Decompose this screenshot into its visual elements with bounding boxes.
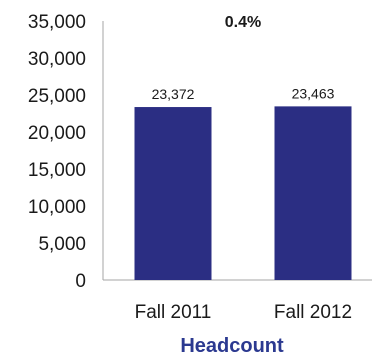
y-tick-label: 5,000 xyxy=(38,234,86,255)
category-labels-group: Fall 2011 Fall 2012 xyxy=(135,302,352,323)
x-category-label: Fall 2012 xyxy=(274,302,352,323)
y-tick-label: 30,000 xyxy=(28,49,86,70)
y-tick-label: 25,000 xyxy=(28,86,86,107)
bar-value-label: 23,463 xyxy=(292,85,335,101)
data-labels-group: 23,372 23,463 xyxy=(152,85,335,102)
bar xyxy=(134,107,212,280)
bar xyxy=(274,106,352,280)
x-axis-title: Headcount xyxy=(180,335,284,357)
y-tick-label: 20,000 xyxy=(28,123,86,144)
x-category-label: Fall 2011 xyxy=(135,302,212,323)
y-tick-label: 0 xyxy=(75,271,86,292)
y-axis-ticks: 0 5,000 10,000 15,000 20,000 25,000 30,000 35,0… xyxy=(28,12,86,292)
change-annotation: 0.4% xyxy=(225,14,261,31)
y-tick-label: 10,000 xyxy=(28,197,86,218)
bar-value-label: 23,372 xyxy=(152,86,195,102)
y-tick-label: 15,000 xyxy=(28,160,86,181)
y-tick-label: 35,000 xyxy=(28,12,86,33)
bars-group xyxy=(134,106,352,280)
